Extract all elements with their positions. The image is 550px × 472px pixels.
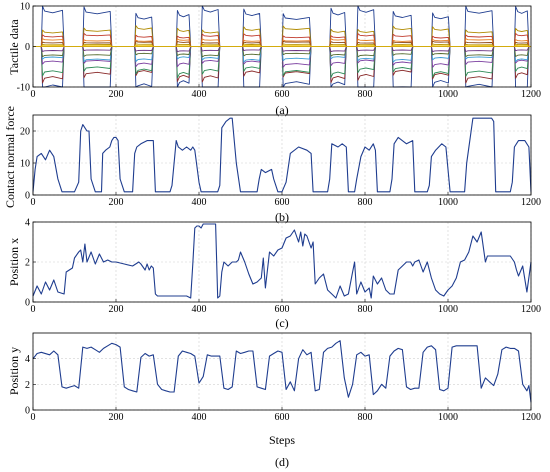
panel-a-xtick-label: 0	[31, 89, 36, 100]
panel-c-frame	[32, 221, 532, 303]
panel-b-xtick-label: 200	[109, 197, 124, 208]
panel-c: 0 200 400 600 800 1000 1200 0 2 4 Position x (c)	[7, 218, 541, 331]
panel-b-ytick-label: 0	[25, 191, 30, 202]
panel-a-series-line	[33, 46, 531, 53]
panel-a-ytick-label: -10	[17, 83, 30, 94]
panel-c-ylabel: Position x	[7, 238, 21, 286]
panel-a-series	[33, 5, 531, 88]
panel-b-caption: (b)	[275, 210, 289, 224]
panel-b-ticks: 0 200 400 600 800 1000 1200 0 10 20	[20, 127, 541, 209]
panel-b-xtick-label: 800	[358, 197, 373, 208]
panel-d: 0 200 400 600 800 1000 1200 0 2 4 Position y Step…	[7, 332, 541, 469]
panel-d-series	[32, 340, 532, 403]
panel-a-ytick-label: 0	[25, 42, 30, 53]
panel-c-xtick-label: 0	[31, 304, 36, 315]
panel-c-ytick-label: 4	[25, 218, 30, 229]
panel-a-xtick-label: 400	[192, 89, 207, 100]
panel-d-xtick-label: 0	[31, 412, 36, 423]
panel-d-ytick-label: 4	[25, 354, 30, 365]
panel-b-ylabel: Contact normal force	[3, 106, 17, 208]
panel-c-ytick-label: 0	[25, 298, 30, 309]
panel-d-frame	[32, 332, 532, 411]
panel-c-xtick-label: 800	[358, 304, 373, 315]
panel-b-frame	[32, 114, 532, 196]
panel-a-xtick-label: 200	[109, 89, 124, 100]
panel-b-xtick-label: 1000	[438, 197, 458, 208]
panel-d-xtick-label: 200	[109, 412, 124, 423]
panel-b-ytick-label: 10	[20, 159, 30, 170]
panel-d-ylabel: Position y	[7, 347, 21, 395]
panel-d-xtick-label: 800	[358, 412, 373, 423]
panel-a-ytick-label: 10	[20, 2, 30, 13]
panel-b-xtick-label: 600	[275, 197, 290, 208]
panel-d-ticks: 0 200 400 600 800 1000 1200 0 2 4	[25, 354, 541, 423]
panel-a-xtick-label: 1000	[438, 89, 458, 100]
panel-b-series-line	[32, 117, 532, 193]
panel-a-xtick-label: 1200	[521, 89, 541, 100]
panel-d-xtick-label: 1200	[521, 412, 541, 423]
panel-b-xtick-label: 1200	[521, 197, 541, 208]
panel-a-caption: (a)	[275, 103, 288, 117]
panel-d-ytick-label: 0	[25, 406, 30, 417]
panel-b-xtick-label: 400	[192, 197, 207, 208]
panel-a-frame	[32, 5, 532, 88]
panel-d-xtick-label: 600	[275, 412, 290, 423]
panel-c-series-line	[32, 223, 532, 299]
panel-c-xtick-label: 1200	[521, 304, 541, 315]
panel-d-xtick-label: 1000	[438, 412, 458, 423]
panel-c-ticks: 0 200 400 600 800 1000 1200 0 2 4	[25, 218, 541, 316]
panel-d-xtick-label: 400	[192, 412, 207, 423]
panel-a-ylabel: Tactile data	[7, 19, 21, 75]
panel-c-xtick-label: 400	[192, 304, 207, 315]
panel-c-series	[32, 223, 532, 299]
panel-b: 0 200 400 600 800 1000 1200 0 10 20 Contact norma…	[3, 106, 541, 224]
panel-b-xtick-label: 0	[31, 197, 36, 208]
panel-d-grid	[32, 333, 532, 411]
panel-c-xtick-label: 200	[109, 304, 124, 315]
panel-c-xtick-label: 600	[275, 304, 290, 315]
panel-c-xtick-label: 1000	[438, 304, 458, 315]
panel-d-series-line	[32, 340, 532, 403]
panel-d-ytick-label: 2	[25, 380, 30, 391]
panel-b-ytick-label: 20	[20, 127, 30, 138]
panel-a-xtick-label: 600	[275, 89, 290, 100]
panel-c-caption: (c)	[275, 316, 288, 330]
panel-a-xtick-label: 800	[358, 89, 373, 100]
panel-c-grid	[32, 221, 532, 303]
panel-d-caption: (d)	[275, 455, 289, 469]
panel-b-grid	[32, 115, 532, 196]
panel-d-xlabel: Steps	[269, 433, 295, 447]
panel-c-ytick-label: 2	[25, 258, 30, 269]
panel-b-series	[32, 117, 532, 193]
